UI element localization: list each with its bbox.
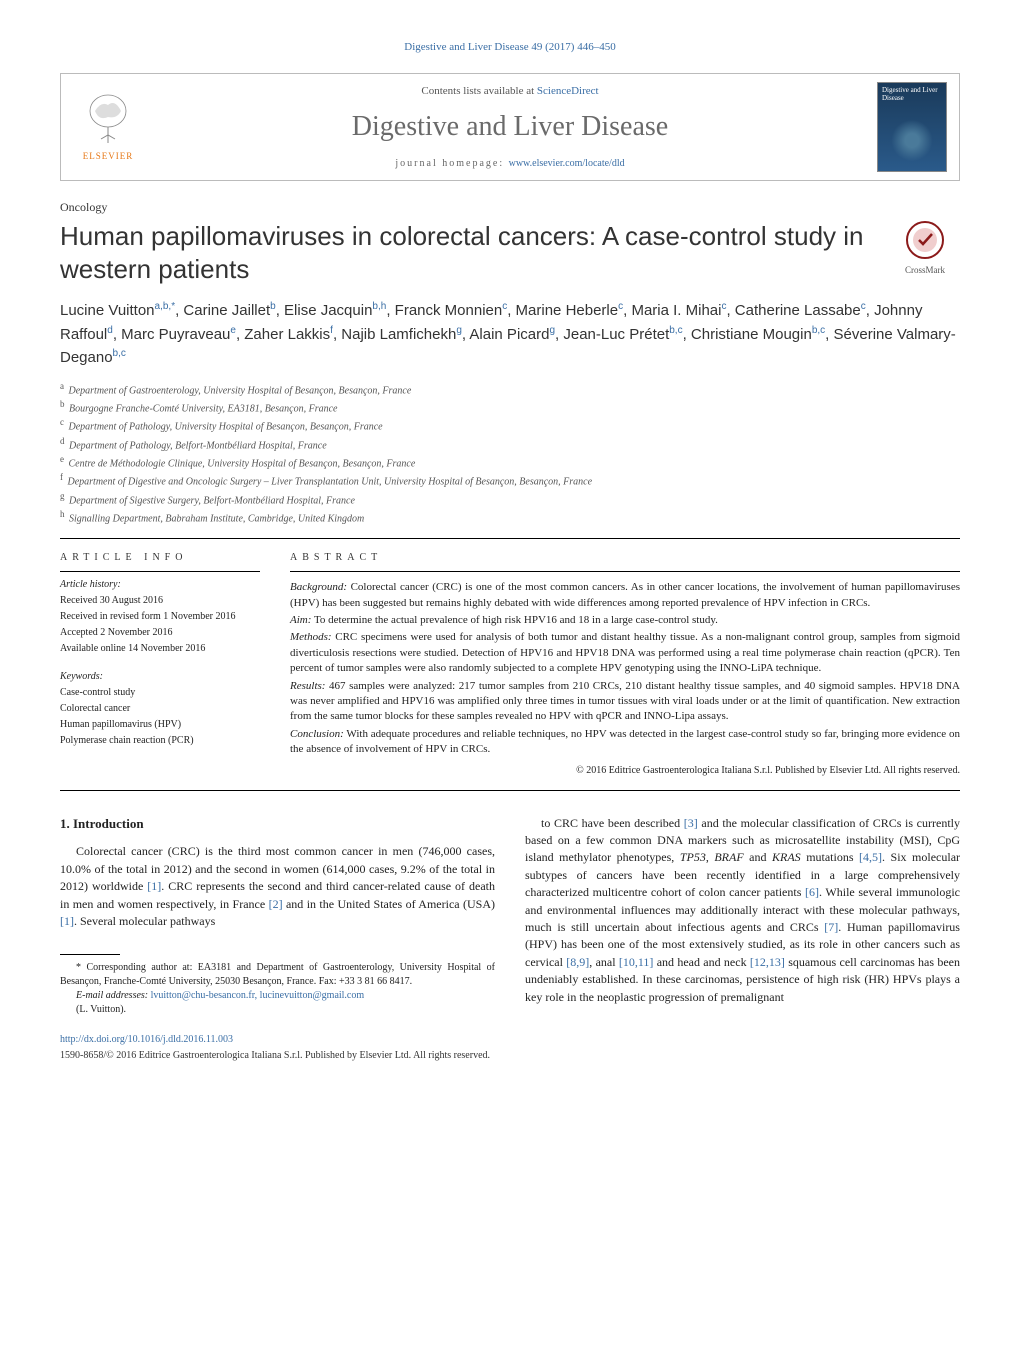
journal-homepage: journal homepage: www.elsevier.com/locat… — [143, 157, 877, 171]
divider — [60, 538, 960, 539]
elsevier-logo: ELSEVIER — [73, 87, 143, 167]
elsevier-tree-icon — [83, 93, 133, 148]
article-section: Oncology — [60, 199, 960, 216]
crossmark-badge[interactable]: CrossMark — [890, 220, 960, 276]
affiliation-item: h Signalling Department, Babraham Instit… — [60, 508, 960, 526]
corresponding-author: * Corresponding author at: EA3181 and De… — [60, 961, 495, 989]
journal-name: Digestive and Liver Disease — [143, 107, 877, 146]
affiliation-item: d Department of Pathology, Belfort-Montb… — [60, 435, 960, 453]
abstract-paragraph: Aim: To determine the actual prevalence … — [290, 613, 960, 628]
intro-heading: 1. Introduction — [60, 815, 495, 834]
article-title: Human papillomaviruses in colorectal can… — [60, 220, 870, 285]
abstract-paragraph: Results: 467 samples were analyzed: 217 … — [290, 679, 960, 725]
journal-header: ELSEVIER Contents lists available at Sci… — [60, 73, 960, 181]
intro-paragraph: to CRC have been described [3] and the m… — [525, 815, 960, 1006]
body-column-right: to CRC have been described [3] and the m… — [525, 815, 960, 1018]
history-label: Article history: — [60, 578, 260, 592]
author-emails[interactable]: lvuitton@chu-besancon.fr, lucinevuitton@… — [151, 990, 365, 1001]
elsevier-label: ELSEVIER — [83, 150, 134, 163]
article-info: ARTICLE INFO Article history: Received 3… — [60, 551, 260, 777]
crossmark-icon — [905, 220, 945, 260]
article-info-heading: ARTICLE INFO — [60, 551, 260, 565]
abstract-copyright: © 2016 Editrice Gastroenterologica Itali… — [290, 764, 960, 778]
abstract-paragraph: Conclusion: With adequate procedures and… — [290, 727, 960, 758]
affiliations: a Department of Gastroenterology, Univer… — [60, 380, 960, 527]
homepage-url[interactable]: www.elsevier.com/locate/dld — [509, 158, 625, 169]
page-copyright: 1590-8658/© 2016 Editrice Gastroenterolo… — [60, 1049, 960, 1063]
affiliation-item: g Department of Sigestive Surgery, Belfo… — [60, 490, 960, 508]
abstract-paragraph: Background: Colorectal cancer (CRC) is o… — [290, 580, 960, 611]
history-item: Accepted 2 November 2016 — [60, 626, 260, 640]
sciencedirect-link[interactable]: ScienceDirect — [537, 85, 599, 97]
contents-available: Contents lists available at ScienceDirec… — [143, 84, 877, 99]
affiliation-item: a Department of Gastroenterology, Univer… — [60, 380, 960, 398]
author-list: Lucine Vuittona,b,*, Carine Jailletb, El… — [60, 299, 960, 370]
footnote-separator — [60, 954, 120, 955]
history-item: Received in revised form 1 November 2016 — [60, 610, 260, 624]
body-column-left: 1. Introduction Colorectal cancer (CRC) … — [60, 815, 495, 1018]
keywords-label: Keywords: — [60, 670, 260, 684]
divider — [60, 790, 960, 791]
affiliation-item: e Centre de Méthodologie Clinique, Unive… — [60, 453, 960, 471]
footnotes: * Corresponding author at: EA3181 and De… — [60, 961, 495, 1017]
email-line: E-mail addresses: lvuitton@chu-besancon.… — [60, 989, 495, 1003]
affiliation-item: f Department of Digestive and Oncologic … — [60, 471, 960, 489]
abstract-heading: ABSTRACT — [290, 551, 960, 565]
email-author-name: (L. Vuitton). — [60, 1003, 495, 1017]
journal-cover-thumbnail: Digestive and Liver Disease — [877, 82, 947, 172]
history-item: Available online 14 November 2016 — [60, 642, 260, 656]
keyword-item: Colorectal cancer — [60, 702, 260, 716]
abstract-paragraph: Methods: CRC specimens were used for ana… — [290, 630, 960, 676]
affiliation-item: b Bourgogne Franche-Comté University, EA… — [60, 398, 960, 416]
keyword-item: Polymerase chain reaction (PCR) — [60, 734, 260, 748]
keyword-item: Human papillomavirus (HPV) — [60, 718, 260, 732]
affiliation-item: c Department of Pathology, University Ho… — [60, 416, 960, 434]
running-header: Digestive and Liver Disease 49 (2017) 44… — [60, 40, 960, 55]
intro-paragraph: Colorectal cancer (CRC) is the third mos… — [60, 843, 495, 930]
keyword-item: Case-control study — [60, 686, 260, 700]
history-item: Received 30 August 2016 — [60, 594, 260, 608]
abstract: ABSTRACT Background: Colorectal cancer (… — [290, 551, 960, 777]
doi-link[interactable]: http://dx.doi.org/10.1016/j.dld.2016.11.… — [60, 1033, 960, 1047]
